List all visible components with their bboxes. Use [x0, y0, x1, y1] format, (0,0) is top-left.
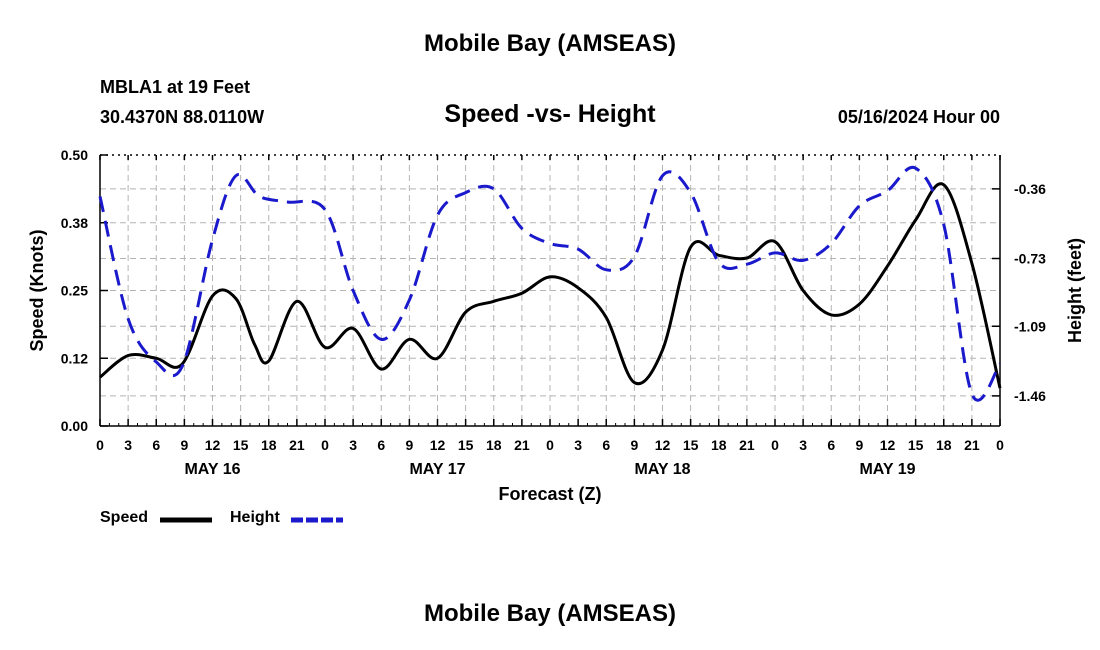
x-tick-label: 15: [908, 437, 924, 453]
speed-series-line: [99, 182, 1002, 389]
x-tick-label: 3: [574, 437, 582, 453]
day-label: MAY 18: [634, 461, 690, 478]
chart-title: Speed -vs- Height: [444, 100, 656, 128]
x-tick-label: 6: [377, 437, 385, 453]
x-tick-label: 18: [261, 437, 277, 453]
x-tick-label: 12: [430, 437, 446, 453]
x-tick-label: 0: [996, 437, 1004, 453]
legend-speed-label: Speed: [100, 509, 149, 526]
coordinates-label: 30.4370N 88.0110W: [100, 107, 265, 127]
x-tick-label: 3: [799, 437, 807, 453]
x-tick-label: 0: [96, 437, 104, 453]
y-right-tick-label: -0.73: [1014, 251, 1046, 267]
y-right-axis-title: Height (feet): [1065, 238, 1085, 343]
x-tick-label: 15: [233, 437, 249, 453]
x-tick-label: 15: [683, 437, 699, 453]
y-left-axis-title: Speed (Knots): [27, 229, 47, 351]
x-tick-label: 21: [964, 437, 980, 453]
x-tick-label: 18: [936, 437, 952, 453]
x-tick-label: 18: [486, 437, 502, 453]
x-axis-title: Forecast (Z): [498, 484, 601, 504]
x-tick-label: 21: [289, 437, 305, 453]
x-tick-label: 0: [771, 437, 779, 453]
footer-title: Mobile Bay (AMSEAS): [423, 600, 677, 627]
x-tick-label: 3: [124, 437, 132, 453]
height-series-line: [98, 165, 1002, 402]
y-left-tick-label: 0.00: [61, 418, 88, 434]
x-tick-label: 18: [711, 437, 727, 453]
y-right-tick-label: -1.09: [1014, 318, 1046, 334]
y-left-tick-label: 0.25: [61, 283, 88, 299]
x-tick-label: 12: [880, 437, 896, 453]
y-right-tick-label: -0.36: [1014, 181, 1046, 197]
y-left-tick-label: 0.50: [61, 147, 88, 163]
y-right-tick-label: -1.46: [1014, 388, 1046, 404]
legend-height-label: Height: [230, 509, 280, 526]
day-label: MAY 17: [409, 461, 465, 478]
x-tick-label: 6: [152, 437, 160, 453]
station-label: MBLA1 at 19 Feet: [100, 77, 251, 97]
y-left-tick-label: 0.38: [61, 215, 88, 231]
run-time-label: 05/16/2024 Hour 00: [837, 107, 1000, 127]
x-tick-label: 21: [739, 437, 755, 453]
day-label: MAY 16: [184, 461, 240, 478]
x-tick-label: 0: [321, 437, 329, 453]
x-tick-label: 6: [602, 437, 610, 453]
x-tick-label: 12: [655, 437, 671, 453]
x-tick-label: 15: [458, 437, 474, 453]
x-tick-label: 9: [630, 437, 638, 453]
x-tick-label: 0: [546, 437, 554, 453]
y-left-tick-label: 0.12: [61, 350, 88, 366]
x-tick-label: 12: [205, 437, 221, 453]
x-tick-label: 6: [827, 437, 835, 453]
page-title: Mobile Bay (AMSEAS): [423, 30, 677, 57]
x-tick-label: 9: [405, 437, 413, 453]
day-label: MAY 19: [859, 461, 915, 478]
x-tick-label: 9: [180, 437, 188, 453]
x-tick-label: 3: [349, 437, 357, 453]
x-tick-label: 21: [514, 437, 530, 453]
x-tick-label: 9: [855, 437, 863, 453]
